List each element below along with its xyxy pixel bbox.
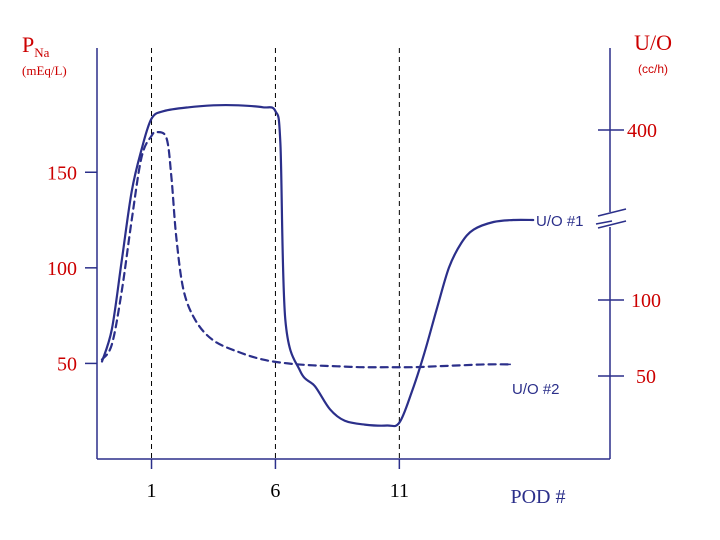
x-axis-title: POD # [510, 486, 565, 508]
series-label-uo1: U/O #1 [536, 213, 584, 230]
right-tick-label: 400 [627, 120, 657, 142]
series-line-uo2 [100, 130, 512, 369]
series-label-uo2: U/O #2 [512, 381, 560, 398]
right-axis-unit: (cc/h) [638, 62, 668, 76]
x-tick-label: 11 [390, 480, 409, 502]
left-tick-label: 150 [47, 162, 77, 184]
right-axis-break-mark [597, 220, 627, 229]
left-tick-label: 50 [57, 353, 77, 375]
x-tick-label: 6 [270, 480, 280, 502]
right-tick-label: 50 [636, 366, 656, 388]
right-axis-title: U/O [634, 30, 672, 55]
right-axis-break-mark [597, 208, 627, 217]
series-line-uo1 [100, 103, 535, 428]
right-tick-label: 100 [631, 290, 661, 312]
series-label-leader [595, 220, 613, 225]
left-tick-label: 100 [47, 258, 77, 280]
left-axis-unit: (mEq/L) [22, 63, 67, 78]
x-tick-label: 1 [147, 480, 157, 502]
left-axis-title: PNa [22, 32, 50, 60]
